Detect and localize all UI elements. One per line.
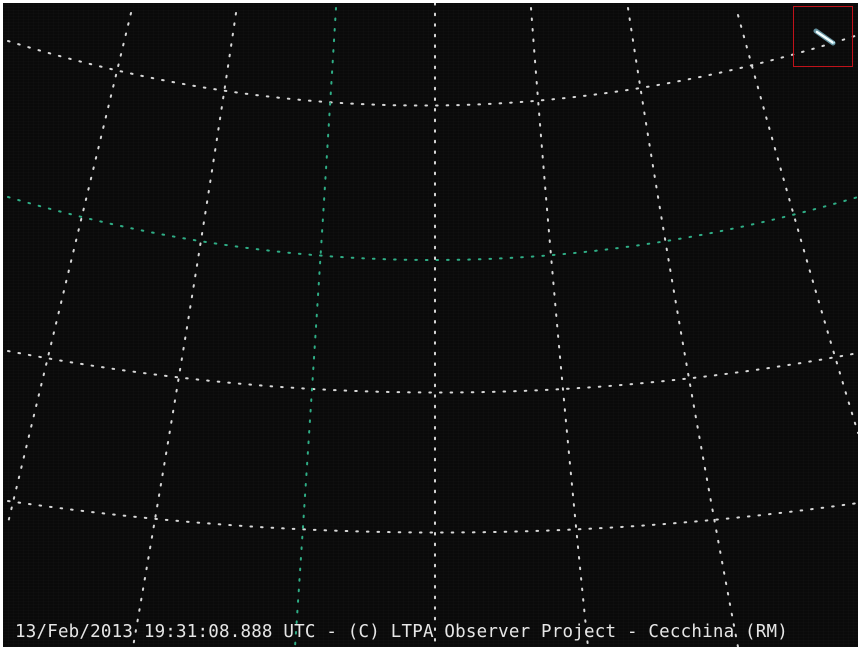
azimuth-line — [7, 12, 132, 524]
altitude-line — [7, 34, 858, 107]
celestial-grid — [7, 3, 858, 647]
azimuth-line — [530, 7, 589, 647]
azimuth-line — [737, 14, 858, 434]
meteor-trail — [813, 28, 836, 46]
azimuth-line — [627, 7, 739, 647]
timestamp-caption: 13/Feb/2013 19:31:08.888 UTC - (C) LTPA … — [15, 622, 788, 642]
altitude-line — [7, 350, 858, 394]
altitude-line-green — [7, 196, 858, 261]
azimuth-line — [132, 12, 237, 647]
camera-frame: 13/Feb/2013 19:31:08.888 UTC - (C) LTPA … — [3, 3, 858, 647]
azimuth-line-green — [294, 7, 337, 647]
sensor-noise — [3, 3, 858, 647]
detection-box — [793, 6, 853, 67]
altitude-line — [7, 500, 858, 534]
